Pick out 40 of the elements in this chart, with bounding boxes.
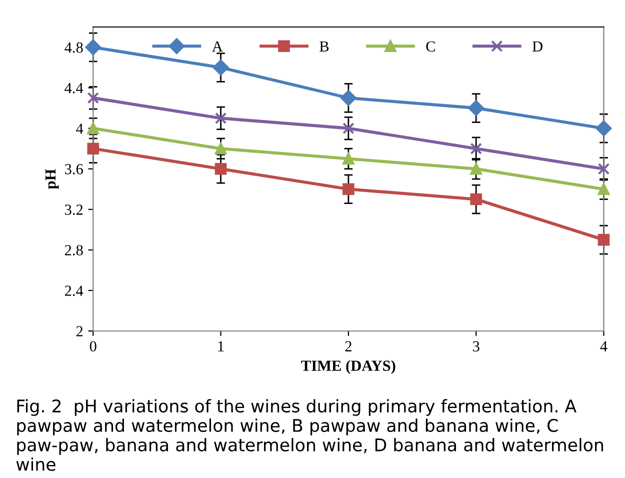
point (87, 92, 100, 104)
y-tick-label: 4.8 (64, 42, 83, 53)
point (342, 183, 354, 196)
point (470, 193, 482, 206)
point (342, 122, 354, 134)
point (598, 183, 610, 196)
legend-label: D (532, 41, 542, 52)
point (212, 60, 229, 76)
y-tick-label: 2 (76, 326, 83, 336)
point (470, 142, 482, 155)
x-tick-label: 0 (90, 341, 96, 352)
point (85, 39, 102, 56)
x-tick-label: 2 (345, 341, 352, 352)
caption: Fig. 2 pH variations of the wines during primary fermentation. A pawpaw and watermelon wine, B pawpaw and banana wine, C paw-paw, banana and watermelon wine, D banana and watermelon wine (16, 399, 604, 471)
point (598, 234, 610, 246)
point (214, 112, 227, 124)
legend-label: B (320, 41, 329, 52)
point (87, 122, 100, 134)
y-tick-label: 3.2 (65, 204, 83, 215)
x-tick-label: 4 (600, 341, 608, 352)
x-tick-label: 3 (473, 341, 480, 352)
y-tick-label: 2.8 (64, 245, 83, 256)
point (470, 162, 482, 175)
point (87, 142, 100, 155)
x-axis-title: TIME (DAYS) (301, 360, 396, 374)
y-tick-label: 3.6 (65, 164, 83, 174)
point (340, 90, 356, 106)
point (214, 142, 227, 155)
y-tick-label: 4 (76, 124, 84, 134)
point (342, 152, 354, 165)
point (214, 162, 227, 175)
point (598, 162, 610, 175)
point (596, 120, 612, 136)
legend-label: A (212, 41, 223, 52)
y-tick-label: 4.4 (64, 83, 84, 94)
point (468, 100, 484, 116)
x-tick-label: 1 (218, 341, 224, 352)
y-tick-label: 2.4 (64, 286, 84, 296)
y-axis-title: pH (45, 169, 59, 189)
legend-label: C (426, 41, 435, 52)
